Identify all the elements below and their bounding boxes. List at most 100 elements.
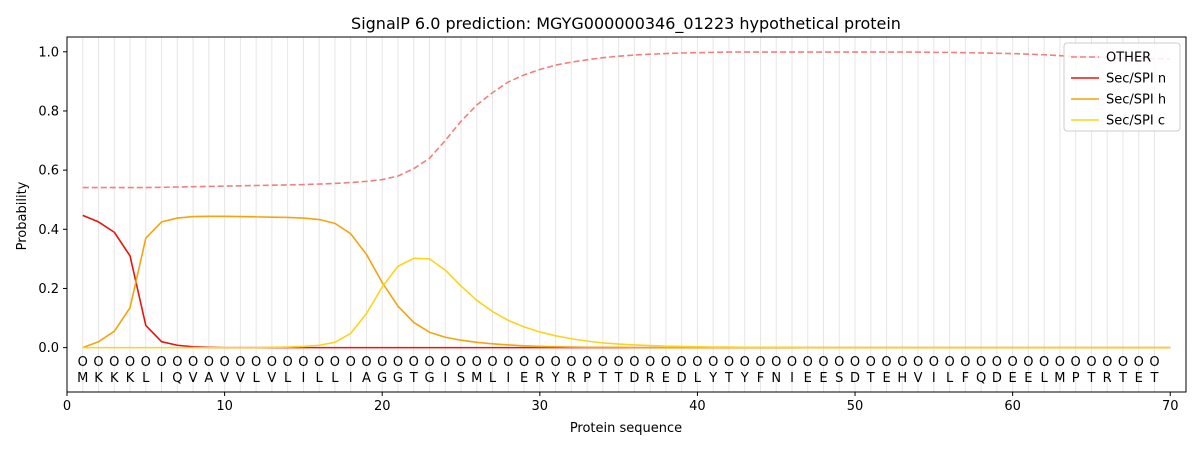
residue-label: E	[882, 371, 890, 386]
residue-label: I	[301, 371, 305, 386]
x-tick-label: 50	[847, 399, 864, 414]
region-label: O	[976, 355, 986, 370]
residue-label: I	[506, 371, 510, 386]
residue-label: Q	[172, 371, 182, 386]
region-label: O	[897, 355, 907, 370]
region-label: O	[283, 355, 293, 370]
x-axis-label: Protein sequence	[570, 421, 682, 436]
region-label: O	[519, 355, 529, 370]
y-tick-label: 0.4	[38, 223, 59, 238]
region-label: O	[156, 355, 166, 370]
x-tick-label: 20	[374, 399, 391, 414]
region-label: O	[992, 355, 1002, 370]
region-label: O	[204, 355, 214, 370]
residue-label: R	[1103, 371, 1112, 386]
residue-label: K	[126, 371, 135, 386]
residue-label: M	[471, 371, 482, 386]
residue-label: K	[110, 371, 119, 386]
grid-lines	[82, 37, 1155, 392]
region-label: O	[188, 355, 198, 370]
region-label: O	[881, 355, 891, 370]
region-label: O	[724, 355, 734, 370]
region-label: O	[598, 355, 608, 370]
sequence-labels: OMOKOKOKOLOIOQOVOAOVOVOLOVOLOIOLOLOIOAOG…	[77, 355, 1159, 386]
region-label: O	[487, 355, 497, 370]
region-label: O	[740, 355, 750, 370]
residue-label: E	[520, 371, 528, 386]
residue-label: L	[284, 371, 292, 386]
region-label: O	[1071, 355, 1081, 370]
region-label: O	[1086, 355, 1096, 370]
series-line-0	[82, 51, 1171, 189]
residue-label: V	[267, 371, 276, 386]
residue-label: R	[535, 371, 544, 386]
residue-label: L	[489, 371, 497, 386]
region-label: O	[582, 355, 592, 370]
x-tick-label: 0	[63, 399, 71, 414]
region-label: O	[472, 355, 482, 370]
region-label: O	[566, 355, 576, 370]
region-label: O	[424, 355, 434, 370]
residue-label: M	[1054, 371, 1065, 386]
residue-label: L	[316, 371, 324, 386]
region-label: O	[1039, 355, 1049, 370]
y-tick-label: 0.8	[38, 104, 59, 119]
residue-label: F	[757, 371, 764, 386]
residue-label: D	[629, 371, 639, 386]
residue-label: M	[77, 371, 88, 386]
residue-label: G	[377, 371, 387, 386]
residue-label: S	[835, 371, 843, 386]
residue-label: L	[1041, 371, 1049, 386]
region-label: O	[803, 355, 813, 370]
region-label: O	[944, 355, 954, 370]
residue-label: V	[189, 371, 198, 386]
residue-label: Y	[551, 371, 560, 386]
residue-label: T	[1086, 371, 1095, 386]
legend-label: Sec/SPI h	[1106, 93, 1166, 108]
residue-label: P	[583, 371, 591, 386]
region-label: O	[503, 355, 513, 370]
y-axis-label: Probability	[15, 181, 30, 250]
region-label: O	[771, 355, 781, 370]
region-label: O	[125, 355, 135, 370]
region-label: O	[818, 355, 828, 370]
residue-label: D	[850, 371, 860, 386]
plot-area: OMOKOKOKOLOIOQOVOAOVOVOLOVOLOIOLOLOIOAOG…	[38, 36, 1187, 414]
region-label: O	[1055, 355, 1065, 370]
region-label: O	[866, 355, 876, 370]
residue-label: T	[1118, 371, 1127, 386]
region-label: O	[298, 355, 308, 370]
residue-label: A	[204, 371, 213, 386]
region-label: O	[172, 355, 182, 370]
residue-label: D	[677, 371, 687, 386]
region-label: O	[393, 355, 403, 370]
region-label: O	[346, 355, 356, 370]
residue-label: I	[790, 371, 794, 386]
region-label: O	[267, 355, 277, 370]
region-label: O	[361, 355, 371, 370]
region-label: O	[330, 355, 340, 370]
y-tick-label: 0.0	[38, 341, 59, 356]
residue-label: L	[253, 371, 261, 386]
region-label: O	[645, 355, 655, 370]
residue-label: I	[443, 371, 447, 386]
x-tick-label: 30	[532, 399, 549, 414]
residue-label: F	[962, 371, 969, 386]
residue-label: T	[614, 371, 623, 386]
residue-label: L	[946, 371, 954, 386]
residue-label: I	[932, 371, 936, 386]
region-label: O	[629, 355, 639, 370]
residue-label: H	[897, 371, 907, 386]
residue-label: L	[694, 371, 702, 386]
region-label: O	[219, 355, 229, 370]
region-label: O	[614, 355, 624, 370]
residue-label: E	[1009, 371, 1017, 386]
legend-label: OTHER	[1106, 51, 1151, 66]
residue-label: K	[94, 371, 103, 386]
x-tick-label: 10	[216, 399, 233, 414]
region-label: O	[929, 355, 939, 370]
residue-label: Q	[976, 371, 986, 386]
legend-label: Sec/SPI c	[1106, 114, 1165, 129]
region-label: O	[1149, 355, 1159, 370]
region-label: O	[787, 355, 797, 370]
